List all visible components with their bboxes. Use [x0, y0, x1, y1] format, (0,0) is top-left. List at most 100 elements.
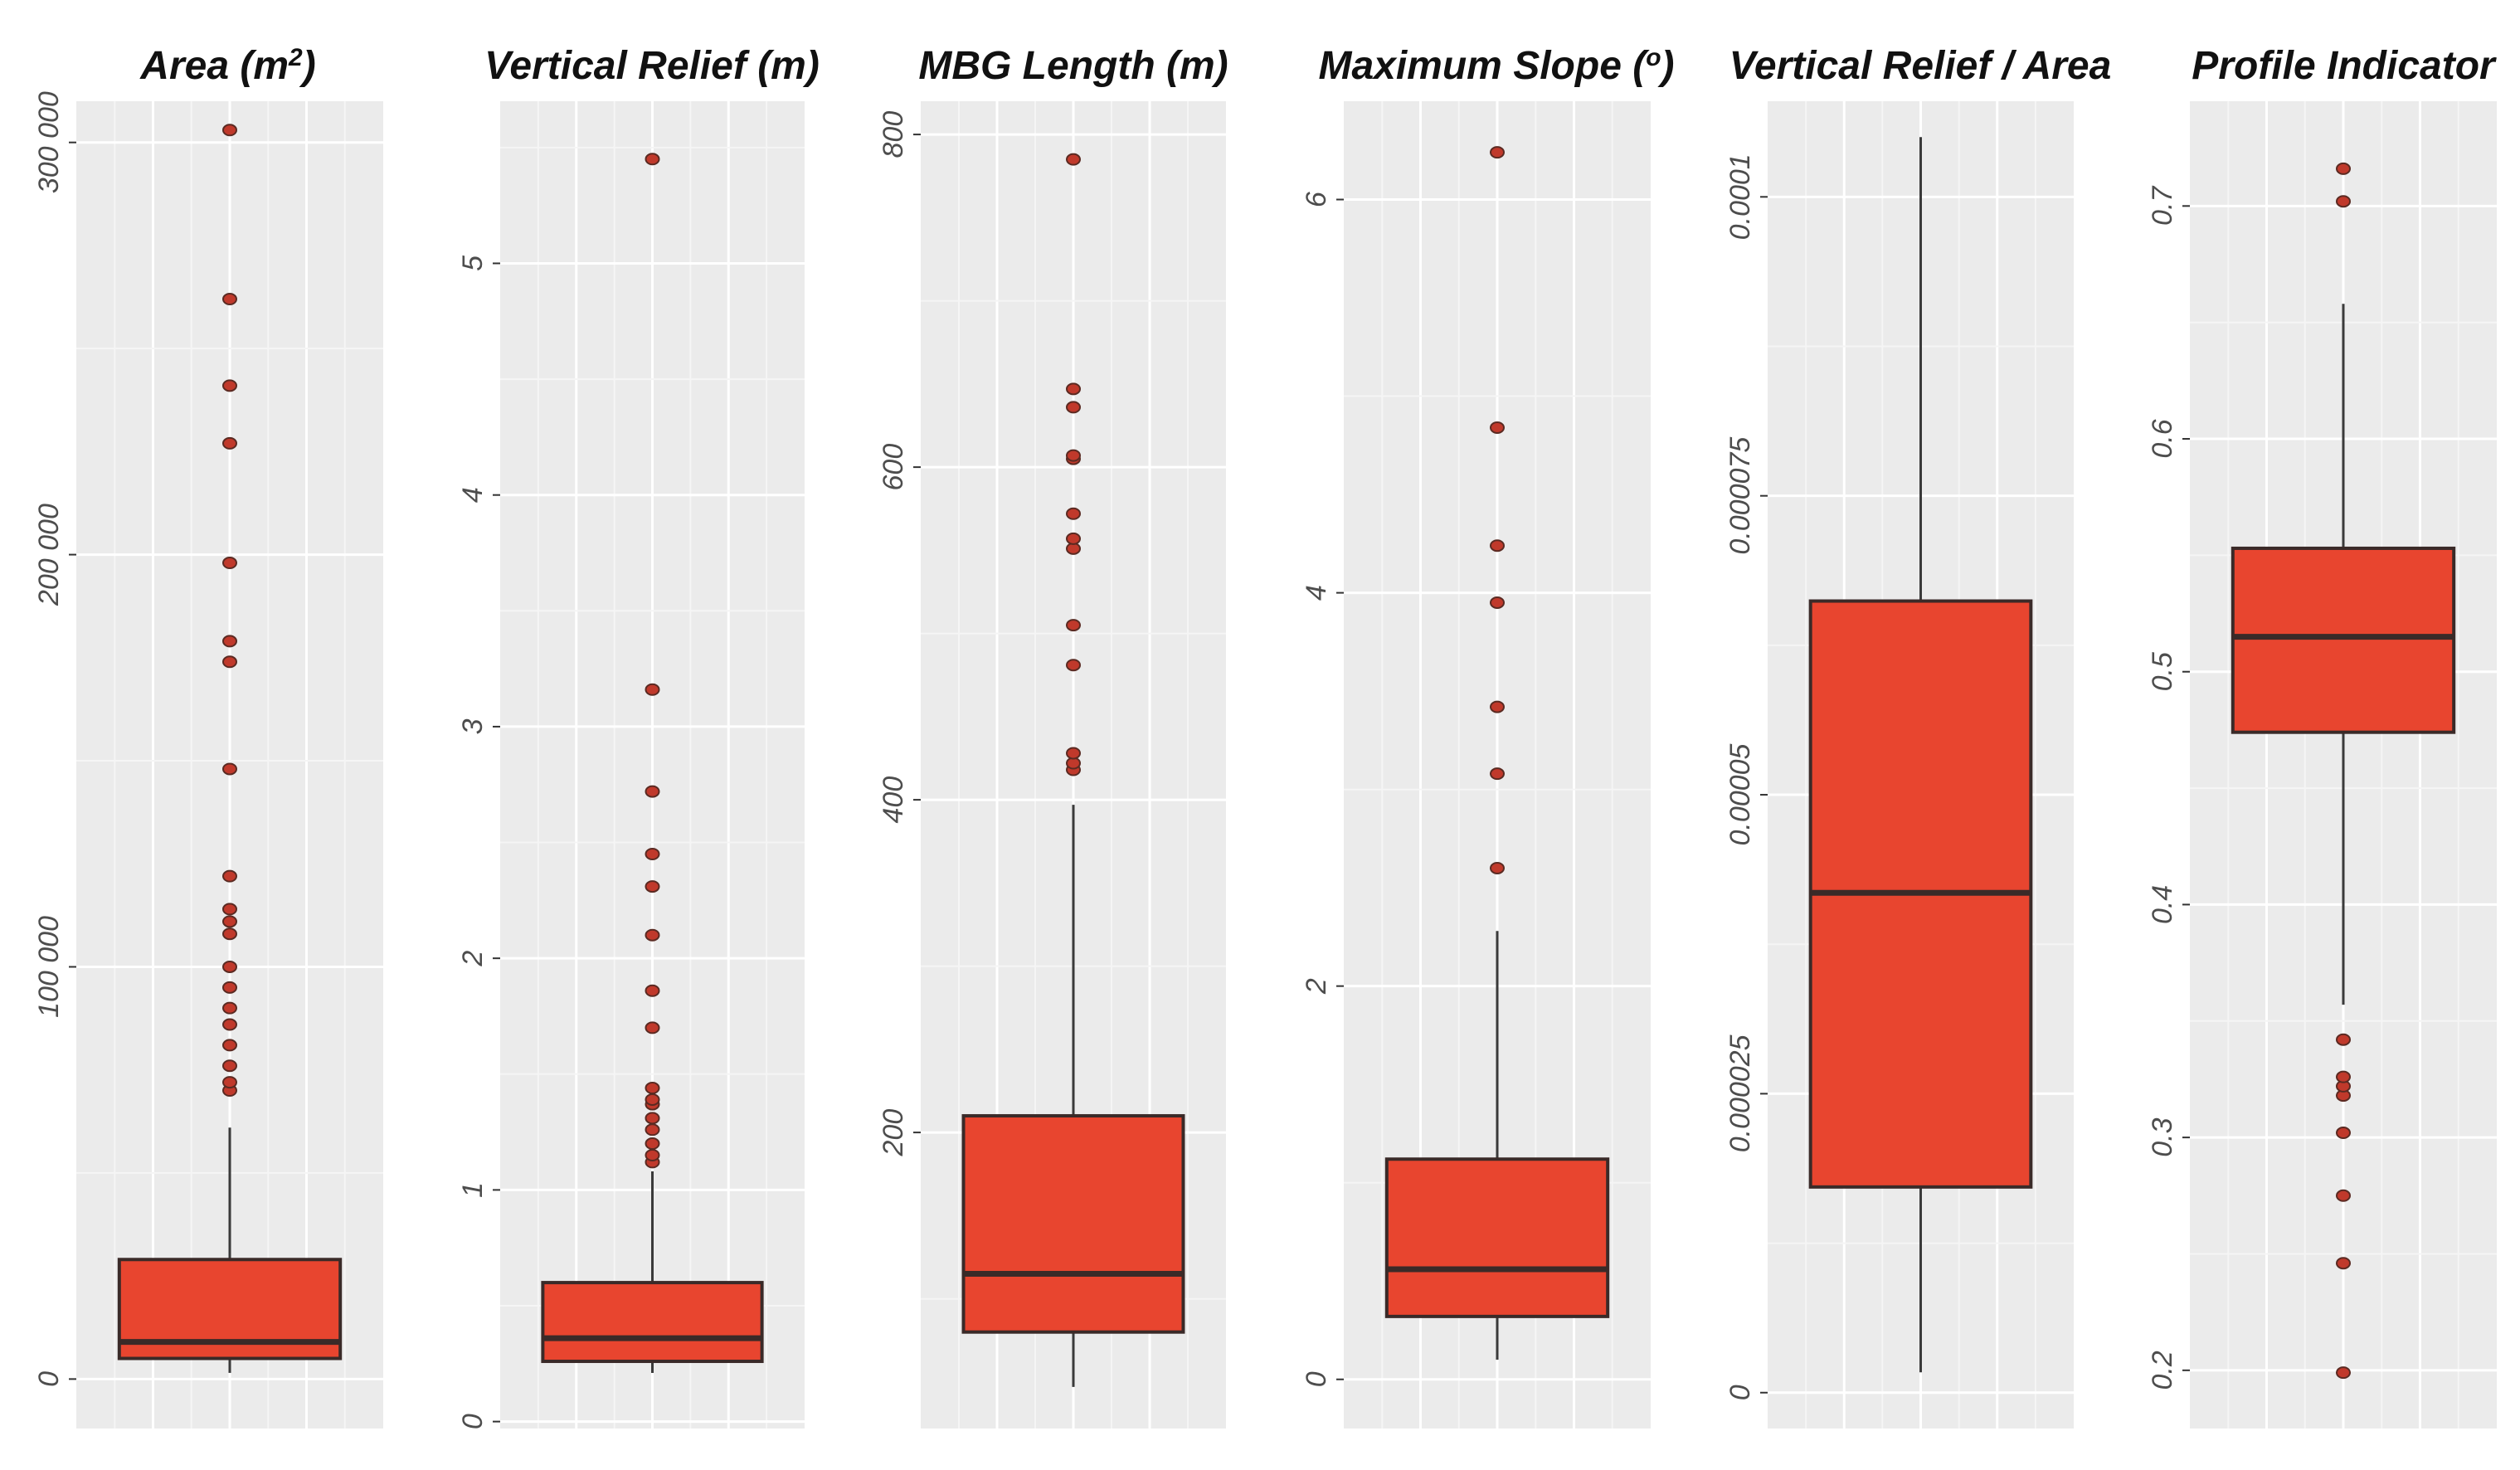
- outlier-point: [645, 928, 660, 942]
- outlier-point: [645, 683, 660, 696]
- outlier-point: [645, 153, 660, 166]
- outlier-point: [222, 1001, 237, 1015]
- outlier-point: [222, 762, 237, 776]
- outlier-point: [645, 1149, 660, 1162]
- outlier-point: [1490, 861, 1505, 874]
- panel-title: Vertical Relief (m): [484, 44, 820, 88]
- outlier-point: [222, 124, 237, 137]
- outlier-point: [2336, 1033, 2351, 1046]
- outlier-point: [1066, 659, 1081, 672]
- outlier-point: [645, 1082, 660, 1095]
- outlier-point: [645, 1112, 660, 1125]
- y-tick-label: 0.0001: [1725, 153, 1756, 240]
- y-tick-label: 0.000025: [1725, 1034, 1756, 1152]
- outlier-point: [2336, 1127, 2351, 1140]
- panel-area-m: 0 100 000 200 000 300 000 Area (m2): [33, 44, 383, 1429]
- outlier-point: [2336, 162, 2351, 175]
- outlier-point: [1066, 153, 1081, 166]
- outlier-point: [645, 785, 660, 798]
- outlier-point: [1066, 401, 1081, 414]
- panel-title: Area (m2): [139, 44, 315, 88]
- outlier-point: [1490, 146, 1505, 159]
- outlier-point: [1066, 747, 1081, 760]
- y-tick-label: 3: [457, 718, 489, 734]
- outlier-point: [222, 1076, 237, 1089]
- outlier-point: [1490, 596, 1505, 609]
- outlier-point: [222, 1018, 237, 1031]
- outlier-point: [645, 984, 660, 997]
- box-iqr: [1384, 1157, 1610, 1318]
- y-tick-label: 100 000: [33, 916, 65, 1018]
- y-tick-label: 4: [1301, 585, 1332, 601]
- outlier-point: [645, 1021, 660, 1034]
- panel-vertical-relief-area: 0 0.000025 0.00005 0.000075 0.0001 Vertical R…: [1725, 44, 2111, 1429]
- y-tick-label: 5: [457, 256, 489, 271]
- y-tick-label: 0: [1301, 1371, 1332, 1387]
- panel-title: Maximum Slope (o): [1318, 44, 1674, 88]
- y-tick-label: 0: [457, 1414, 489, 1429]
- outlier-point: [2336, 195, 2351, 208]
- y-tick-label: 0.000075: [1725, 437, 1756, 555]
- outlier-point: [2336, 1257, 2351, 1270]
- y-tick-label: 600: [878, 444, 909, 491]
- y-tick-label: 0.5: [2147, 652, 2178, 691]
- outlier-point: [222, 981, 237, 994]
- outlier-point: [222, 379, 237, 392]
- outlier-point: [222, 655, 237, 669]
- outlier-point: [645, 1123, 660, 1137]
- y-tick-label: 200 000: [33, 504, 65, 606]
- y-tick-label: 6: [1301, 192, 1332, 207]
- outlier-point: [222, 915, 237, 928]
- y-tick-label: 0.4: [2147, 885, 2178, 924]
- outlier-point: [222, 436, 237, 450]
- box-iqr: [2231, 546, 2456, 734]
- y-tick-label: 1: [457, 1182, 489, 1198]
- outlier-point: [1490, 767, 1505, 781]
- outlier-point: [222, 1059, 237, 1073]
- y-tick-label: 0.2: [2147, 1351, 2178, 1390]
- outlier-point: [1066, 382, 1081, 396]
- outlier-point: [222, 557, 237, 570]
- panel-title: Profile Indicator: [2192, 44, 2497, 88]
- panels: 0 100 000 200 000 300 000 Area (m2) 0 1 2 3 4 5 Ver…: [33, 44, 2497, 1429]
- outlier-point: [645, 848, 660, 861]
- box-iqr: [961, 1114, 1185, 1334]
- panel-maximum-slope: 0 2 4 6 Maximum Slope (o): [1301, 44, 1675, 1429]
- outlier-point: [222, 869, 237, 883]
- outlier-point: [645, 1137, 660, 1151]
- outlier-point: [222, 635, 237, 648]
- panel-vertical-relief-m: 0 1 2 3 4 5 Vertical Relief (m): [457, 44, 820, 1429]
- outlier-point: [1066, 507, 1081, 520]
- y-tick-label: 0.7: [2147, 186, 2178, 226]
- outlier-point: [222, 1039, 237, 1052]
- y-tick-label: 0.3: [2147, 1117, 2178, 1156]
- outlier-point: [222, 903, 237, 916]
- outlier-point: [222, 293, 237, 306]
- y-tick-label: 4: [457, 487, 489, 503]
- y-tick-label: 300 000: [33, 91, 65, 193]
- box-iqr: [541, 1281, 764, 1364]
- y-tick-label: 0: [33, 1371, 65, 1387]
- y-tick-label: 200: [878, 1109, 909, 1157]
- outlier-point: [222, 927, 237, 941]
- panel-mbg-length-m: 200 400 600 800 MBG Length (m): [878, 44, 1228, 1429]
- outlier-point: [222, 960, 237, 973]
- outlier-point: [645, 880, 660, 893]
- panel-title: MBG Length (m): [918, 44, 1228, 88]
- outlier-point: [1066, 449, 1081, 462]
- outlier-point: [645, 1093, 660, 1106]
- panel-profile-indicator: 0.2 0.3 0.4 0.5 0.6 0.7 Profile Indicator: [2147, 44, 2497, 1429]
- y-tick-label: 0.00005: [1725, 743, 1756, 845]
- outlier-point: [2336, 1070, 2351, 1083]
- outlier-point: [1066, 532, 1081, 545]
- y-tick-label: 2: [457, 951, 489, 967]
- y-tick-label: 0: [1725, 1385, 1756, 1400]
- y-tick-label: 2: [1301, 978, 1332, 995]
- y-tick-label: 400: [878, 776, 909, 824]
- y-tick-label: 0.6: [2147, 419, 2178, 458]
- panel-title: Vertical Relief / Area: [1729, 44, 2112, 88]
- y-tick-label: 800: [878, 111, 909, 158]
- outlier-point: [1490, 421, 1505, 434]
